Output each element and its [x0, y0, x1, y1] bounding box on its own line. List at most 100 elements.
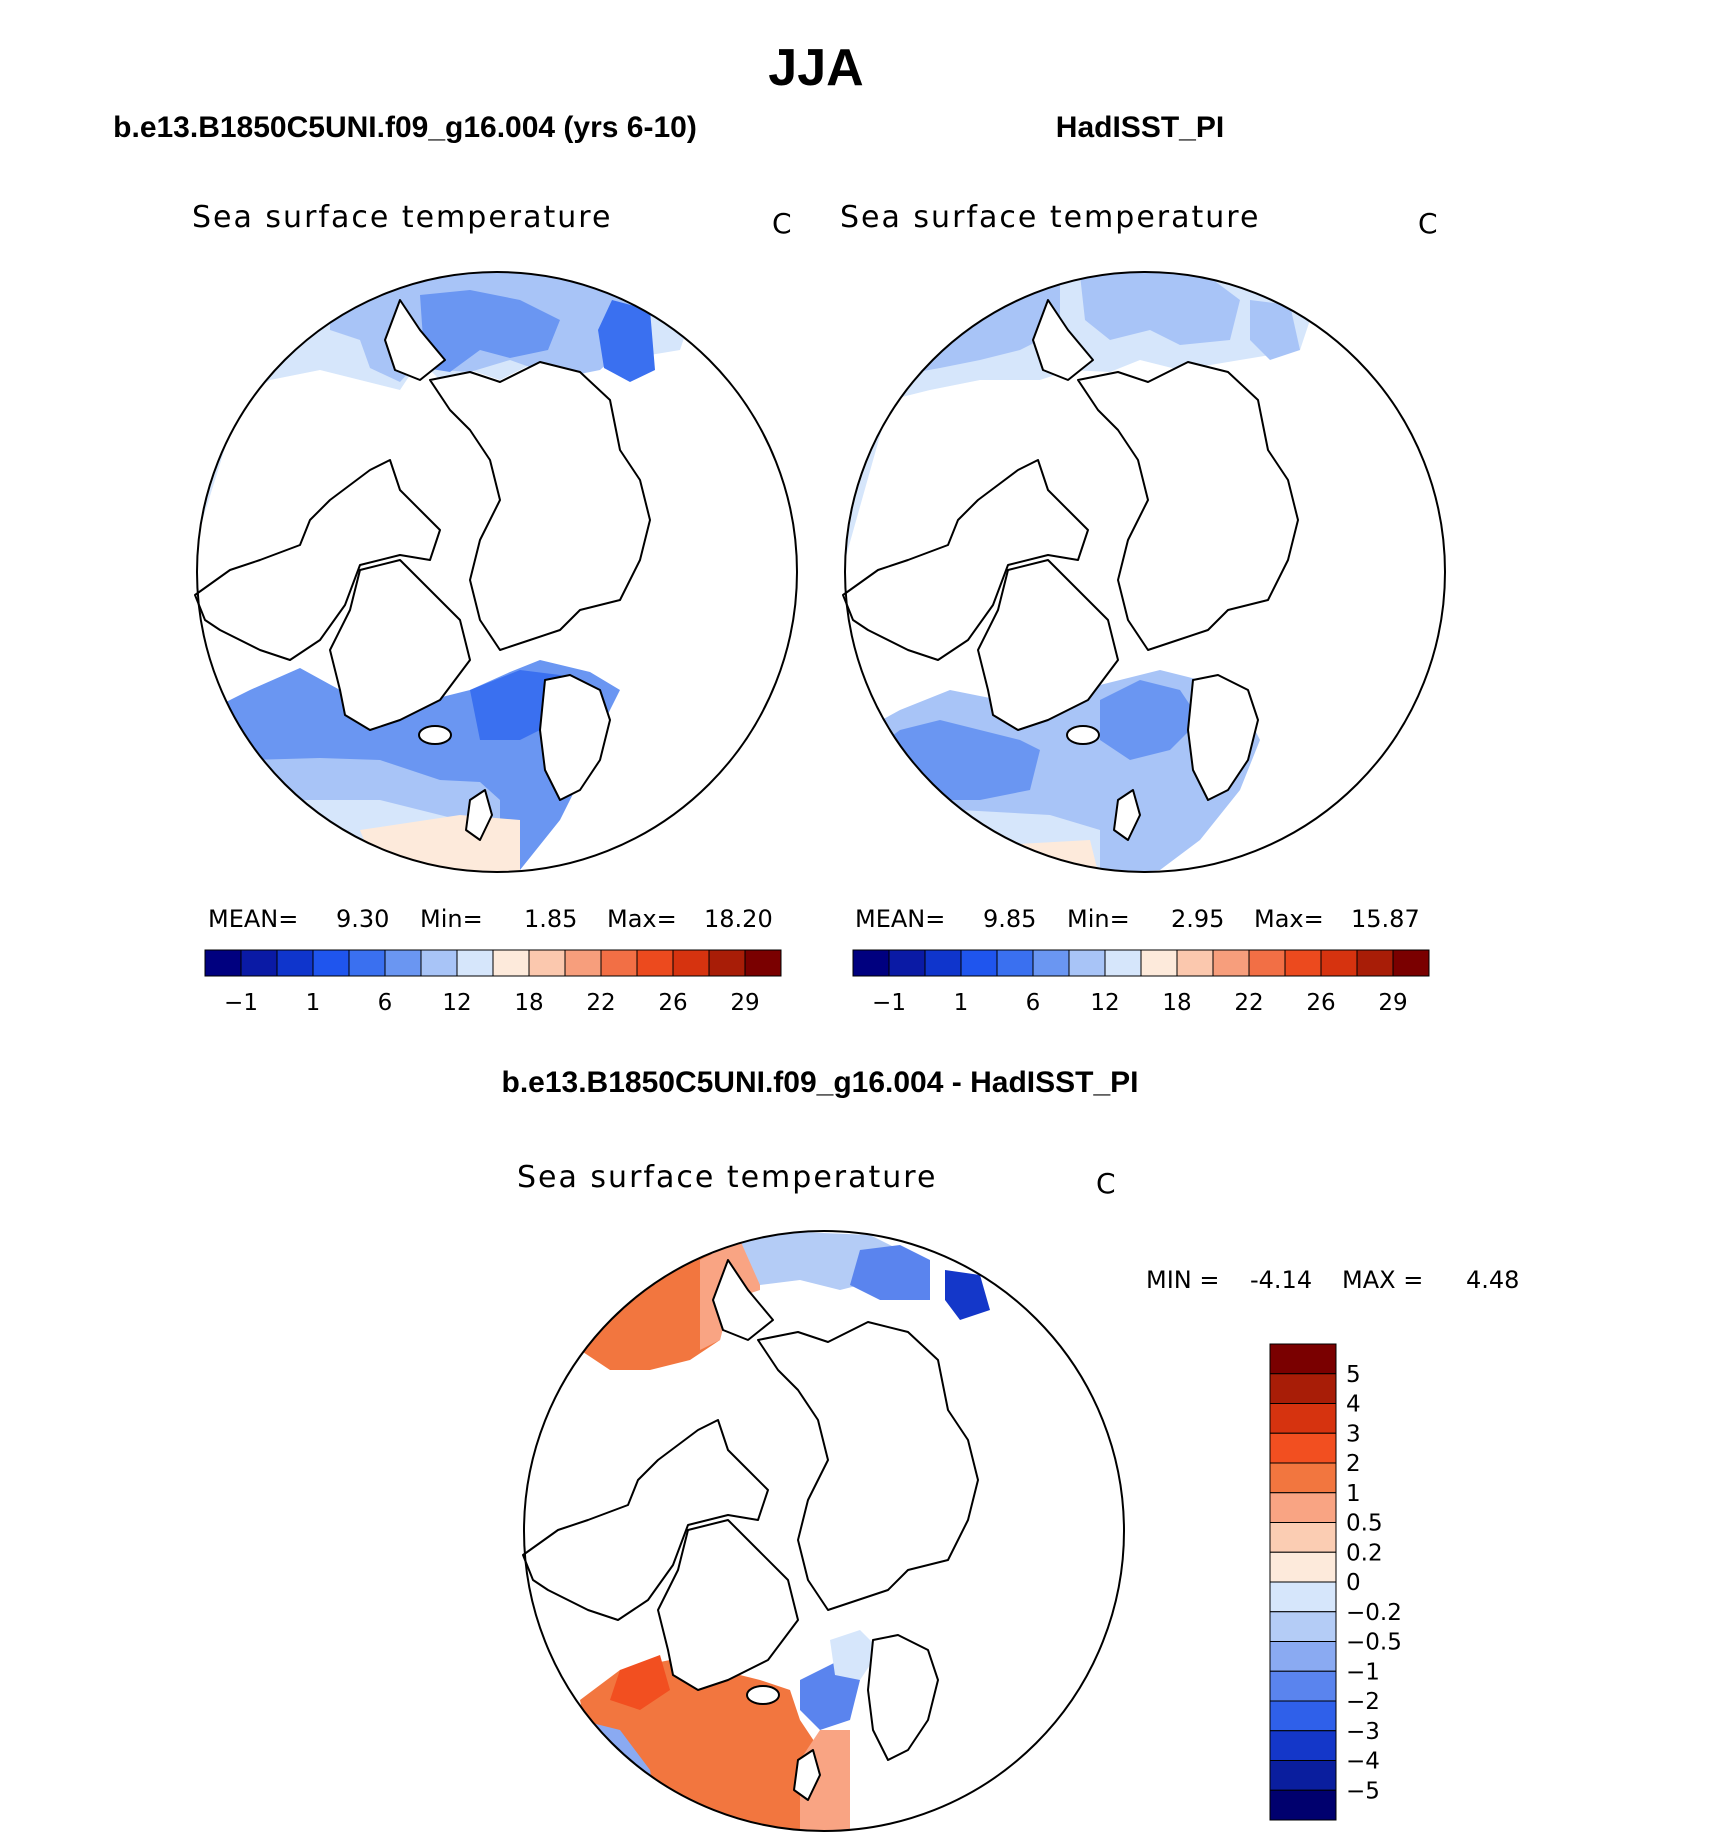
- panel-1-colorbar-swatch-0: [204, 949, 242, 977]
- panel-1-map-border: [196, 271, 798, 873]
- panel-2-colorbar-tick-label: 26: [1306, 990, 1335, 1016]
- panel-1-min-label: Min=: [420, 905, 483, 933]
- panel-1-max-value: 18.20: [704, 905, 773, 933]
- panel-3-colorbar-tick-label: −0.5: [1346, 1630, 1402, 1656]
- panel-3-units: C: [1096, 1167, 1116, 1200]
- panel-3-min-label: MIN =: [1146, 1266, 1220, 1294]
- panel-2-colorbar-swatch-3: [960, 949, 998, 977]
- panel-3-coastlines: [522, 1259, 979, 1801]
- panel-3-colorbar-tick-label: 2: [1346, 1451, 1361, 1477]
- panel-2-map-border: [844, 271, 1446, 873]
- panel-1-colorbar-swatch-6: [420, 949, 458, 977]
- panel-3-colorbar-tick-label: −5: [1346, 1778, 1380, 1804]
- panel-2-colorbar-swatch-13: [1320, 949, 1358, 977]
- panel-3-colorbar-tick-label: 3: [1346, 1421, 1361, 1447]
- panel-3-min-value: -4.14: [1250, 1266, 1313, 1294]
- panel-1-colorbar-swatch-11: [600, 949, 638, 977]
- panel-1-coastlines: [194, 299, 651, 841]
- panel-1-colorbar-swatch-14: [708, 949, 746, 977]
- panel-1-mean-value: 9.30: [336, 905, 390, 933]
- panel-2-colorbar-swatch-8: [1140, 949, 1178, 977]
- panel-1-colorbar-tick-label: 29: [730, 990, 759, 1016]
- panel-2-colorbar-swatch-9: [1176, 949, 1214, 977]
- panel-2-colorbar-swatch-0: [852, 949, 890, 977]
- panel-2-colorbar-swatch-7: [1104, 949, 1142, 977]
- panel-1-max-label: Max=: [607, 905, 677, 933]
- panel-3-max-label: MAX =: [1342, 1266, 1424, 1294]
- colorbars: −1 1 6 12 18 22 26 29 −1 1 6 12 18 22 26 29 5 4 3 2 1 0.5 0.2 0…: [204, 949, 1430, 1821]
- panel-3-colorbar-swatch-15: [1269, 1789, 1337, 1821]
- panel-3-colorbar-swatch-3: [1269, 1432, 1337, 1464]
- panel-2-coastlines: [842, 299, 1299, 841]
- panel-3-max-value: 4.48: [1466, 1266, 1520, 1294]
- panel-1-colorbar-swatch-9: [528, 949, 566, 977]
- panel-3-colorbar-swatch-12: [1269, 1700, 1337, 1732]
- panel-2-colorbar-tick-label: 1: [954, 990, 969, 1016]
- panel-3-colorbar-swatch-1: [1269, 1373, 1337, 1404]
- panel-2-colorbar-swatch-12: [1284, 949, 1322, 977]
- panel-3-colorbar-swatch-2: [1269, 1403, 1337, 1434]
- panel-1-colorbar-swatch-13: [672, 949, 710, 977]
- panel-3-colorbar-tick-label: 5: [1346, 1362, 1361, 1388]
- panel-1-colorbar-tick-label: 26: [658, 990, 687, 1016]
- panel-3-colorbar-tick-label: 0: [1346, 1570, 1361, 1596]
- panel-2-min-label: Min=: [1067, 905, 1130, 933]
- panel-2-colorbar-tick-label: 12: [1090, 990, 1119, 1016]
- panel-2-colorbar-tick-label: 29: [1378, 990, 1407, 1016]
- panel-3-colorbar-tick-label: −3: [1346, 1719, 1380, 1745]
- panel-1-colorbar-tick-label: 12: [442, 990, 471, 1016]
- panel-2-colorbar-swatch-11: [1248, 949, 1286, 977]
- panel-1-min-value: 1.85: [524, 905, 578, 933]
- panel-2-colorbar-swatch-1: [888, 949, 926, 977]
- panel-3-colorbar-swatch-0: [1269, 1343, 1337, 1375]
- panel-1-colorbar-swatch-4: [348, 949, 386, 977]
- panel-3-colorbar-swatch-4: [1269, 1462, 1337, 1494]
- panel-3-colorbar-tick-label: 4: [1346, 1392, 1361, 1418]
- panel-2-mean-label: MEAN=: [855, 905, 946, 933]
- panel-1-colorbar-tick-label: 22: [586, 990, 615, 1016]
- panel-1-colorbar-tick-label: −1: [224, 990, 258, 1016]
- panel-3-colorbar-swatch-7: [1269, 1551, 1337, 1583]
- panel-1-colorbar-swatch-5: [384, 949, 422, 977]
- panel-1-map: [194, 271, 798, 873]
- panel-1-colorbar-swatch-7: [456, 949, 494, 977]
- panel-2-title: HadISST_PI: [1055, 111, 1225, 144]
- panel-2-stats: MEAN= 9.85 Min= 2.95 Max= 15.87: [855, 905, 1425, 933]
- panel-3-colorbar-tick-label: −4: [1346, 1749, 1380, 1775]
- panel-2-colorbar-swatch-15: [1392, 949, 1430, 977]
- panel-3-colorbar-tick-label: 1: [1346, 1481, 1361, 1507]
- panel-2-variable: Sea surface temperature: [840, 200, 1261, 235]
- panel-2-colorbar-swatch-4: [996, 949, 1034, 977]
- panel-1-colorbar-swatch-1: [240, 949, 278, 977]
- panel-1-variable: Sea surface temperature: [192, 200, 613, 235]
- panel-3-colorbar-swatch-9: [1269, 1611, 1337, 1642]
- panel-1-colorbar-swatch-15: [744, 949, 782, 977]
- panel-3-colorbar-tick-label: −0.2: [1346, 1600, 1402, 1626]
- panel-3-colorbar-tick-label: 0.5: [1346, 1511, 1383, 1537]
- panel-3-colorbar-swatch-14: [1269, 1760, 1337, 1791]
- panel-2-mean-value: 9.85: [983, 905, 1037, 933]
- panel-2-units: C: [1418, 207, 1438, 240]
- panel-1-units: C: [772, 207, 792, 240]
- panel-1-colorbar-swatch-2: [276, 949, 314, 977]
- panel-2-max-value: 15.87: [1351, 905, 1420, 933]
- panel-1-colorbar-swatch-3: [312, 949, 350, 977]
- panel-1-colorbar-tick-label: 18: [514, 990, 543, 1016]
- panel-1-mean-label: MEAN=: [208, 905, 299, 933]
- panel-2-colorbar-swatch-10: [1212, 949, 1250, 977]
- panel-2-colorbar-tick-label: 18: [1162, 990, 1191, 1016]
- panel-3-colorbar-tick-label: 0.2: [1346, 1540, 1383, 1566]
- panel-2-min-value: 2.95: [1171, 905, 1225, 933]
- panel-1-colorbar-swatch-12: [636, 949, 674, 977]
- panel-1-colorbar-tick-label: 1: [306, 990, 321, 1016]
- panel-1-colorbar-swatch-10: [564, 949, 602, 977]
- panel-2-colorbar-swatch-14: [1356, 949, 1394, 977]
- panel-2-max-label: Max=: [1254, 905, 1324, 933]
- season-title: JJA: [768, 39, 864, 97]
- panel-3-colorbar-swatch-5: [1269, 1492, 1337, 1523]
- panel-3-title: b.e13.B1850C5UNI.f09_g16.004 - HadISST_P…: [501, 1066, 1139, 1099]
- panel-3-colorbar-swatch-6: [1269, 1522, 1337, 1553]
- panel-3-stats: MIN = -4.14 MAX = 4.48: [1146, 1266, 1546, 1294]
- panel-3-colorbar-swatch-10: [1269, 1641, 1337, 1672]
